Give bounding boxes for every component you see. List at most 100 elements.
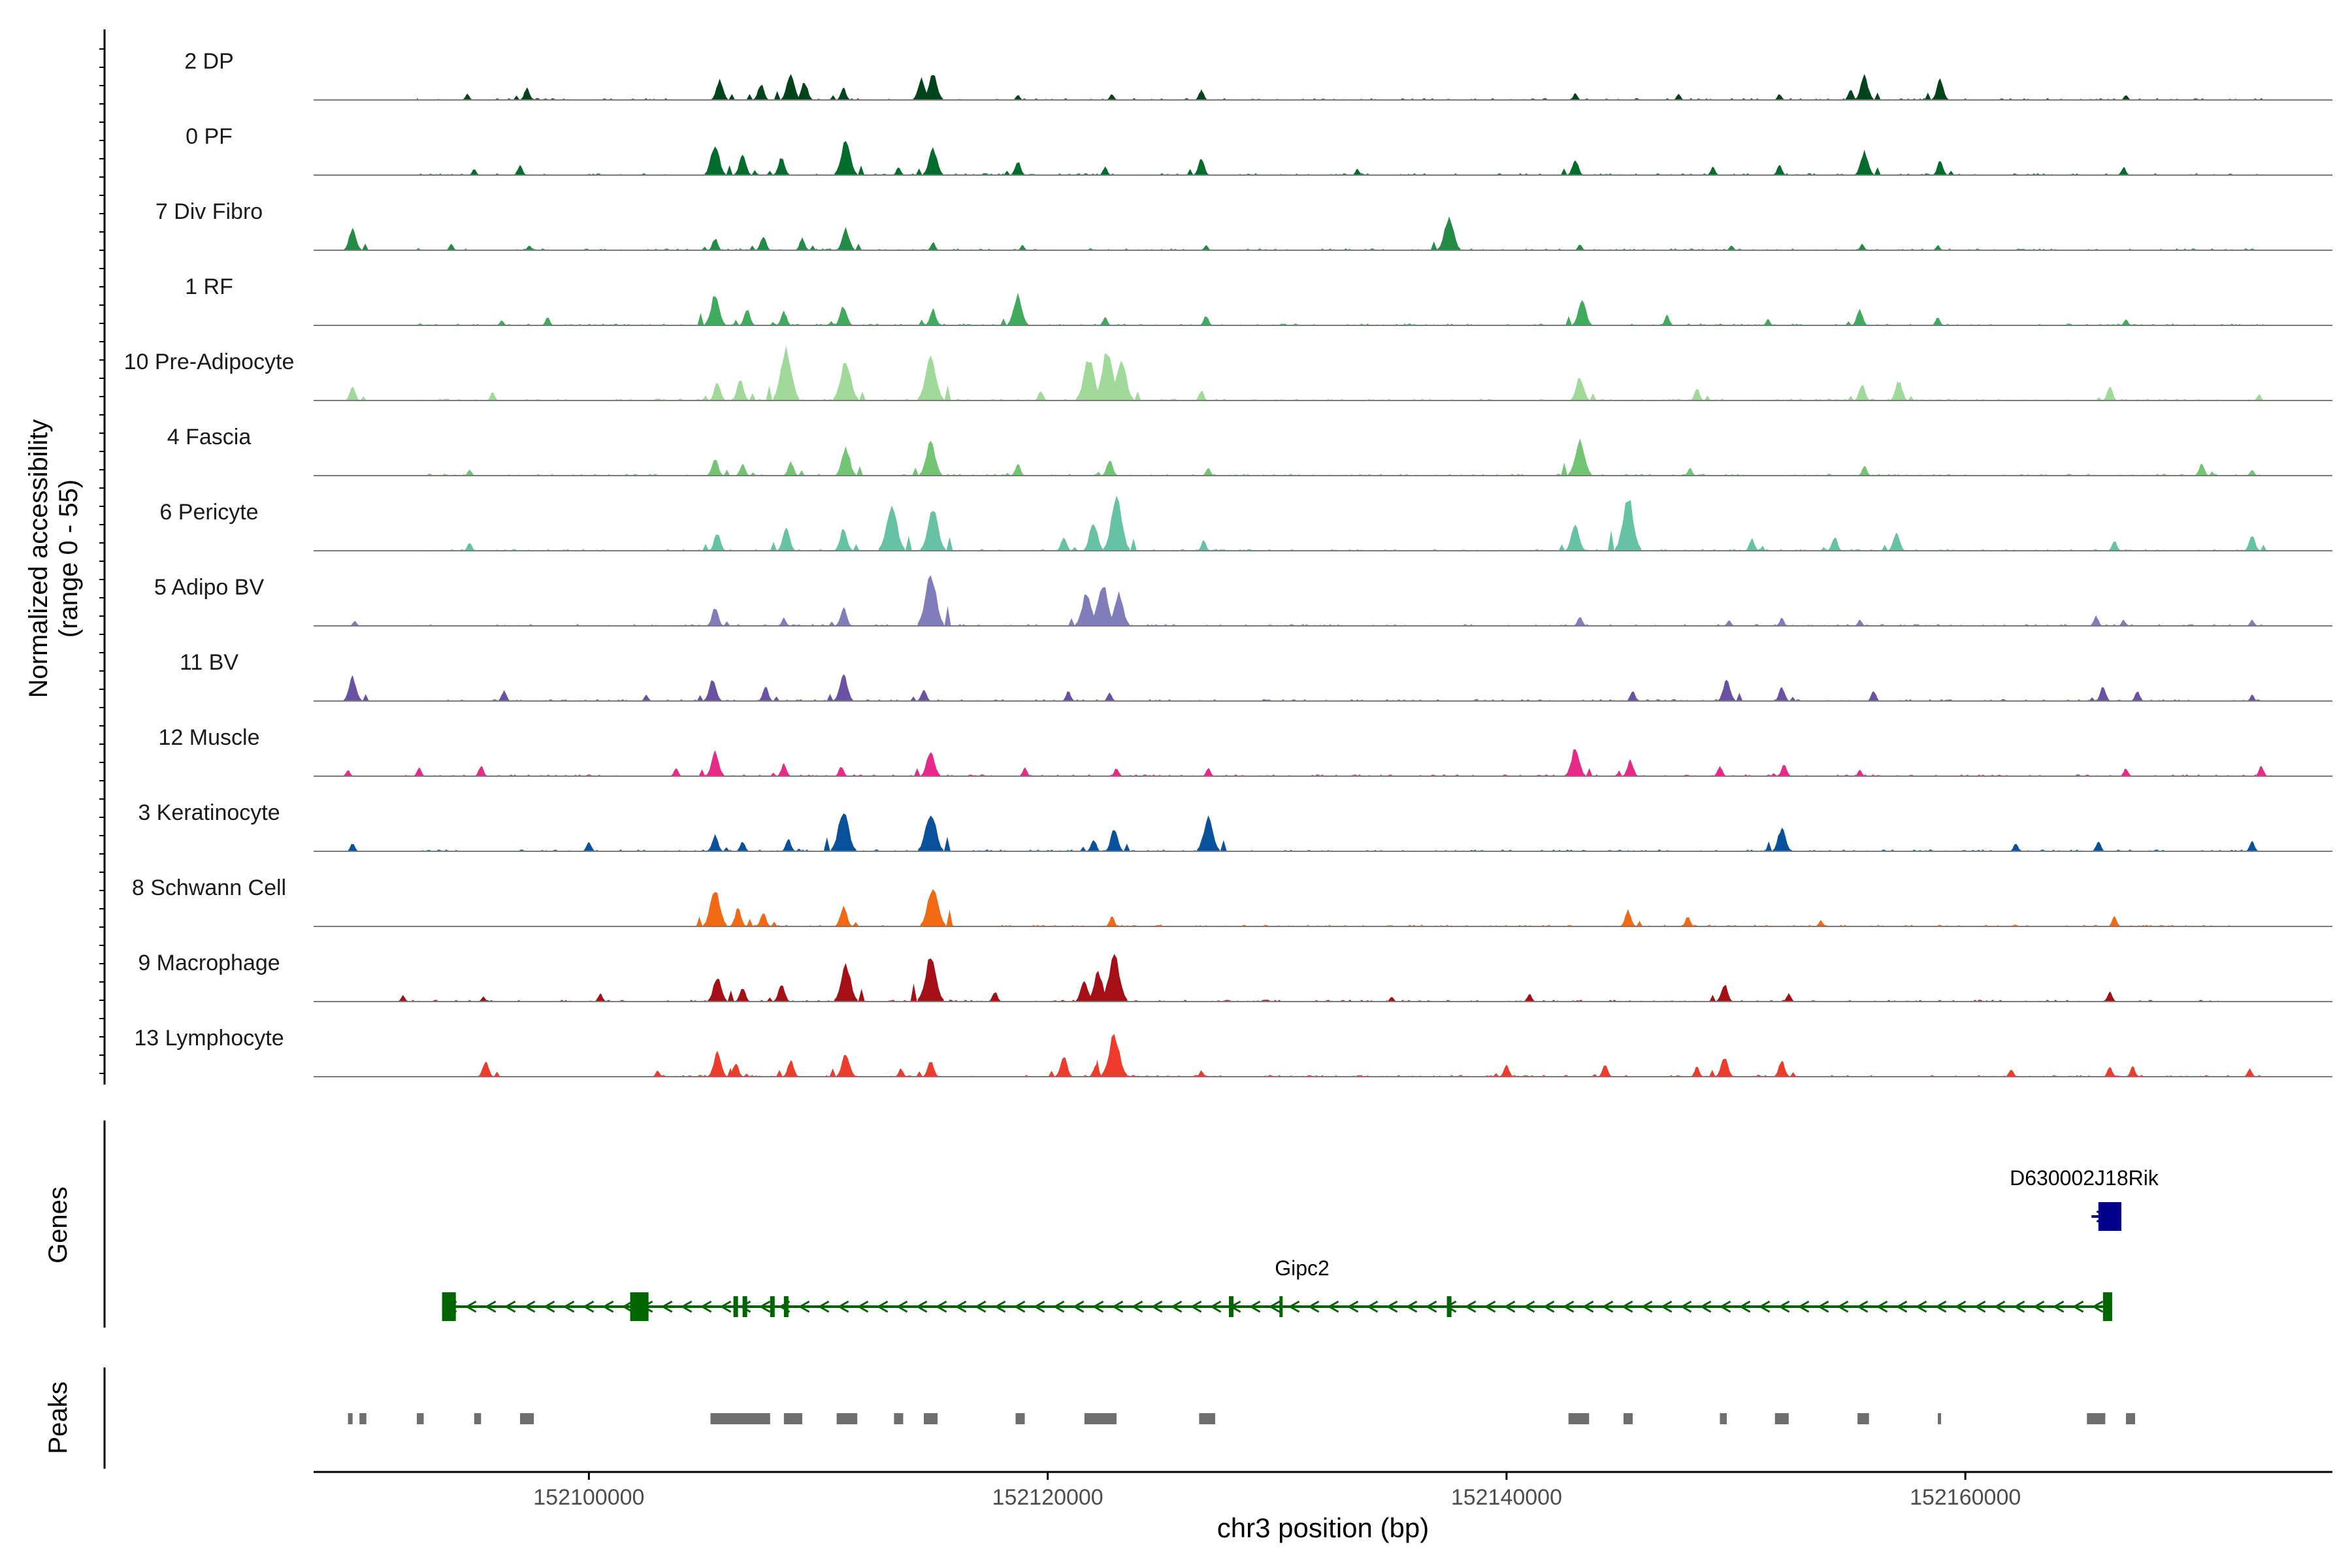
coverage-peak <box>1107 591 1130 626</box>
x-tick-label: 152100000 <box>533 1485 644 1510</box>
coverage-peak-shoulder <box>1948 171 1955 175</box>
coverage-peak-shoulder <box>1704 395 1711 400</box>
coverage-peak <box>1684 468 1696 476</box>
x-tick-label: 152160000 <box>1910 1485 2021 1510</box>
coverage-peak <box>462 93 473 100</box>
coverage-peak <box>1089 587 1116 626</box>
coverage-peak-shoulder <box>944 606 951 626</box>
strand-arrow-icon <box>523 1300 536 1313</box>
coverage-peak-shoulder <box>723 847 730 851</box>
coverage-peak <box>2005 1070 2017 1077</box>
coverage-peak-shoulder <box>1820 547 1827 551</box>
coverage-peak-shoulder <box>776 1070 783 1077</box>
coverage-peak <box>1723 620 1735 626</box>
track-1: 0 PF <box>186 124 2332 176</box>
coverage-peak <box>921 752 941 776</box>
coverage-peak-shoulder <box>749 393 756 400</box>
gene-exon <box>630 1292 649 1321</box>
coverage-peak-shoulder <box>1220 840 1227 851</box>
coverage-peak <box>918 815 943 851</box>
coverage-peak <box>1772 827 1791 851</box>
coverage-peak <box>478 996 489 1002</box>
coverage-peak-shoulder <box>798 470 806 476</box>
coverage-peak <box>2118 619 2129 626</box>
coverage-peak <box>2117 167 2130 175</box>
coverage-peak <box>730 907 746 926</box>
coverage-peak <box>709 534 726 551</box>
strand-arrow-icon <box>1543 1300 1555 1313</box>
coverage-peak-shoulder <box>723 469 730 476</box>
strand-arrow-icon <box>1405 1300 1418 1313</box>
peak-region <box>894 1413 904 1424</box>
coverage-peak-shoulder <box>858 988 865 1002</box>
strand-arrow-icon <box>955 1300 967 1313</box>
coverage-peak <box>542 318 553 325</box>
strand-arrow-icon <box>2072 1300 2084 1313</box>
coverage-peak <box>703 892 727 926</box>
coverage-peak <box>708 1051 727 1077</box>
coverage-peak-shoulder <box>1636 921 1643 926</box>
strand-arrow-icon <box>857 1300 869 1313</box>
strand-arrow-icon <box>1092 1300 1104 1313</box>
coverage-peak-shoulder <box>1708 1070 1716 1077</box>
coverage-peak <box>487 392 498 400</box>
coverage-peak <box>397 995 408 1002</box>
strand-arrow-icon <box>1366 1300 1379 1313</box>
coverage-peak <box>707 459 723 476</box>
coverage-peak-shoulder <box>1048 1070 1055 1077</box>
coverage-peak <box>704 146 726 175</box>
coverage-peak <box>1773 165 1786 175</box>
strand-arrow-icon <box>2052 1300 2065 1313</box>
coverage-peak <box>834 529 853 551</box>
coverage-peak <box>923 1062 938 1077</box>
coverage-peak <box>1681 917 1694 926</box>
coverage-peak <box>777 527 795 551</box>
coverage-peak <box>1931 78 1949 100</box>
strand-arrow-icon <box>1817 1300 1829 1313</box>
coverage-peak-shoulder <box>696 917 703 926</box>
strand-arrow-icon <box>1935 1300 1947 1313</box>
strand-arrow-icon <box>1797 1300 1810 1313</box>
coverage-peak <box>520 87 534 100</box>
coverage-peak <box>1573 617 1586 626</box>
strand-arrow-icon <box>1601 1300 1614 1313</box>
coverage-peak <box>670 768 682 776</box>
strand-arrow-icon <box>1641 1300 1653 1313</box>
coverage-peak-shoulder <box>1558 544 1565 551</box>
coverage-peak <box>927 242 939 250</box>
coverage-peak <box>413 767 425 776</box>
coverage-peak <box>925 308 941 325</box>
coverage-peak <box>917 958 944 1002</box>
coverage-peak <box>704 296 726 325</box>
strand-arrow-icon <box>1425 1300 1437 1313</box>
gene-exon <box>2102 1292 2112 1321</box>
coverage-peak <box>1196 1070 1207 1077</box>
strand-arrow-icon <box>602 1300 614 1313</box>
coverage-peak-shoulder <box>770 321 777 325</box>
coverage-peak-shoulder <box>809 245 816 250</box>
coverage-peak-shoulder <box>1789 1072 1797 1077</box>
coverage-peak <box>1854 385 1870 400</box>
strand-arrow-icon <box>1582 1300 1594 1313</box>
coverage-peak <box>707 608 723 626</box>
coverage-peak <box>1718 679 1736 701</box>
coverage-peak-shoulder <box>1847 395 1854 400</box>
strand-arrow-icon <box>817 1300 830 1313</box>
strand-arrow-icon <box>1151 1300 1163 1313</box>
track-label: 11 BV <box>180 650 238 675</box>
coverage-peak <box>1075 594 1098 626</box>
coverage-peak <box>920 510 946 551</box>
coverage-peak-shoulder <box>751 170 759 175</box>
coverage-peak <box>988 992 1002 1002</box>
coverage-peak <box>1007 292 1029 325</box>
strand-arrow-icon <box>1895 1300 1908 1313</box>
coverage-peak <box>837 87 851 100</box>
coverage-peak <box>1626 691 1639 701</box>
coverage-peak-shoulder <box>1000 318 1007 325</box>
coverage-peak <box>1776 617 1788 626</box>
gene-exon <box>783 1296 789 1317</box>
strand-arrow-icon <box>1660 1300 1673 1313</box>
coverage-peak-shoulder <box>905 536 912 551</box>
coverage-peak-shoulder <box>1561 462 1568 476</box>
coverage-peak <box>1568 438 1592 476</box>
